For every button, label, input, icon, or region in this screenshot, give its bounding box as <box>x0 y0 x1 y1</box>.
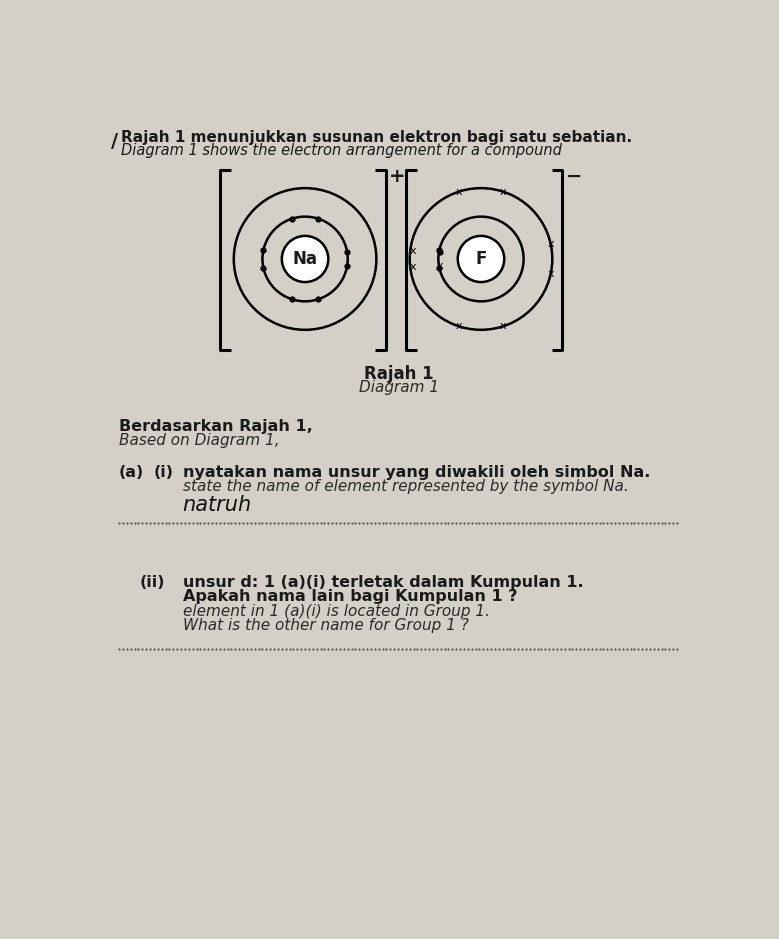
Text: natruh: natruh <box>182 495 252 515</box>
Text: x: x <box>436 261 443 271</box>
Text: (a): (a) <box>119 466 144 481</box>
Text: unsur d: 1 (a)(i) terletak dalam Kumpulan 1.: unsur d: 1 (a)(i) terletak dalam Kumpula… <box>182 576 583 591</box>
Text: /: / <box>111 132 118 151</box>
Text: x: x <box>456 321 462 331</box>
Text: x: x <box>548 269 554 279</box>
Text: Na: Na <box>293 250 318 268</box>
Text: (ii): (ii) <box>140 576 165 591</box>
Text: (i): (i) <box>153 466 173 481</box>
Text: Apakah nama lain bagi Kumpulan 1 ?: Apakah nama lain bagi Kumpulan 1 ? <box>182 590 517 605</box>
Text: Based on Diagram 1,: Based on Diagram 1, <box>119 433 280 448</box>
Text: element in 1 (a)(i) is located in Group 1.: element in 1 (a)(i) is located in Group … <box>182 604 490 619</box>
Text: x: x <box>410 246 416 256</box>
Text: x: x <box>548 239 554 249</box>
Text: nyatakan nama unsur yang diwakili oleh simbol Na.: nyatakan nama unsur yang diwakili oleh s… <box>182 466 650 481</box>
Circle shape <box>458 236 504 282</box>
Circle shape <box>282 236 328 282</box>
Text: Diagram 1 shows the electron arrangement for a compound: Diagram 1 shows the electron arrangement… <box>121 144 562 159</box>
Text: x: x <box>499 187 506 196</box>
Text: x: x <box>499 321 506 331</box>
Text: x: x <box>410 262 416 271</box>
Text: Diagram 1: Diagram 1 <box>359 380 439 395</box>
Text: x: x <box>456 187 462 196</box>
Text: +: + <box>389 166 405 186</box>
Text: Rajah 1 menunjukkan susunan elektron bagi satu sebatian.: Rajah 1 menunjukkan susunan elektron bag… <box>121 130 632 145</box>
Text: Berdasarkan Rajah 1,: Berdasarkan Rajah 1, <box>119 419 313 434</box>
Text: F: F <box>475 250 487 268</box>
Text: state the name of element represented by the symbol Na.: state the name of element represented by… <box>182 479 629 494</box>
Text: What is the other name for Group 1 ?: What is the other name for Group 1 ? <box>182 618 468 633</box>
Text: Rajah 1: Rajah 1 <box>364 365 434 383</box>
Text: −: − <box>566 166 582 186</box>
